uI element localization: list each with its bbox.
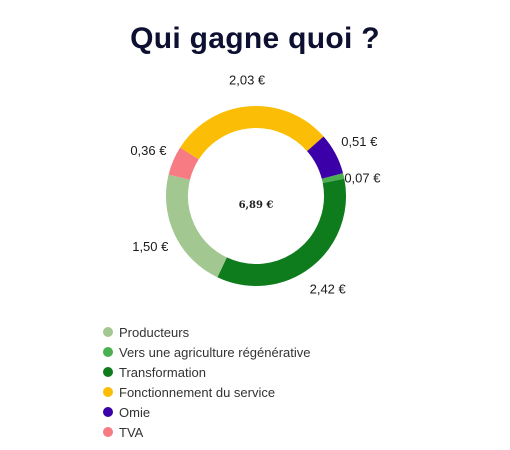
- slice-fonctionnement-du-service: [180, 106, 324, 160]
- legend-label: Omie: [119, 404, 151, 420]
- legend-label: Fonctionnement du service: [119, 384, 276, 400]
- legend-item-transformation: Transformation: [103, 362, 311, 382]
- legend-item-omie: Omie: [103, 402, 311, 422]
- legend-item-producteurs: Producteurs: [103, 322, 311, 342]
- legend-label: Producteurs: [119, 324, 190, 340]
- chart-legend: Producteurs Vers une agriculture régénéra…: [103, 322, 311, 442]
- legend-label: TVA: [119, 424, 144, 440]
- legend-label: Vers une agriculture régénérative: [119, 344, 311, 360]
- legend-swatch: [103, 367, 113, 377]
- slice-label-transformation: 2,42 €: [310, 281, 347, 296]
- legend-swatch: [103, 347, 113, 357]
- legend-label: Transformation: [119, 364, 206, 380]
- slice-label-producteurs: 1,50 €: [132, 239, 169, 254]
- legend-swatch: [103, 407, 113, 417]
- chart-title: Qui gagne quoi ?: [130, 22, 380, 55]
- slice-producteurs: [166, 174, 228, 278]
- center-total-label: 6,89 €: [239, 200, 274, 211]
- legend-item-fonctionnement-du-service: Fonctionnement du service: [103, 382, 311, 402]
- legend-item-vers-une-agriculture-regenerative: Vers une agriculture régénérative: [103, 342, 311, 362]
- donut-slices: [166, 106, 346, 286]
- legend-item-tva: TVA: [103, 422, 311, 442]
- slice-tva: [168, 147, 199, 181]
- legend-swatch: [103, 427, 113, 437]
- slice-label-vers-une-agriculture-regenerative: 0,07 €: [344, 171, 381, 186]
- slice-labels: 0,07 € 2,42 € 1,50 € 0,36 € 2,03 € 0,51 €: [130, 72, 381, 296]
- slice-vers-une-agriculture-regenerative: [321, 173, 345, 184]
- slice-label-fonctionnement-du-service: 2,03 €: [229, 72, 266, 87]
- slice-label-omie: 0,51 €: [341, 134, 378, 149]
- slice-label-tva: 0,36 €: [130, 143, 167, 158]
- slice-omie: [306, 136, 344, 180]
- slice-transformation: [217, 178, 346, 286]
- legend-swatch: [103, 327, 113, 337]
- legend-swatch: [103, 387, 113, 397]
